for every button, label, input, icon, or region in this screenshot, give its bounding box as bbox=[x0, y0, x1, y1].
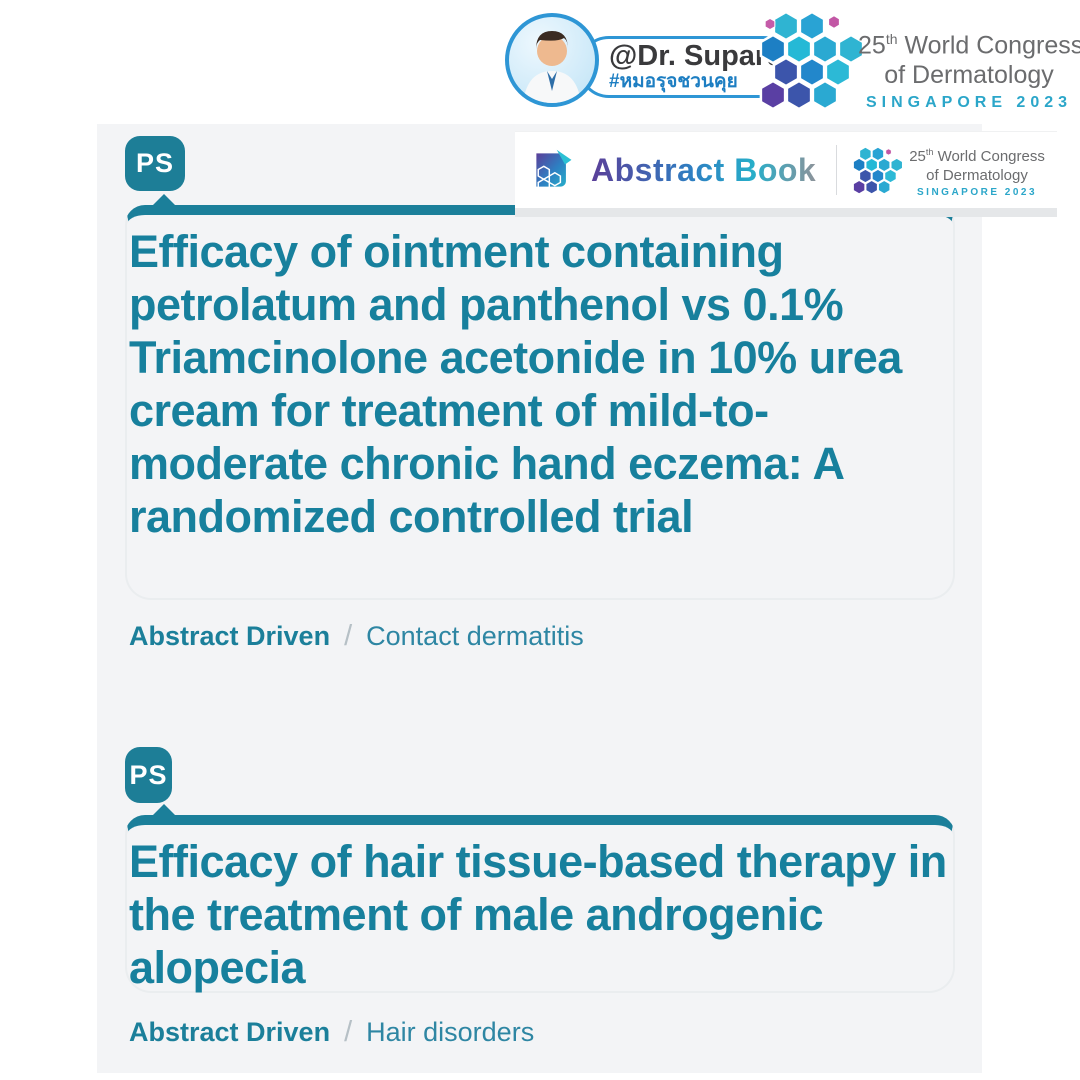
congress-wordmark: 25th World Congress of Dermatology SINGA… bbox=[858, 24, 1080, 112]
banner-congress-ordinal: th bbox=[925, 146, 934, 157]
bubble-notch bbox=[151, 194, 177, 207]
source-label[interactable]: Abstract Driven bbox=[129, 1017, 331, 1047]
doctor-avatar-image bbox=[523, 31, 581, 103]
ps-badge: PS bbox=[125, 136, 185, 191]
congress-hexagon-logo bbox=[752, 10, 865, 114]
hexagon-globe-small-icon bbox=[852, 146, 904, 194]
congress-line2: of Dermatology bbox=[884, 61, 1054, 90]
congress-line1-rest: World Congress bbox=[897, 31, 1080, 60]
hexagon-globe-icon bbox=[759, 10, 865, 111]
banner-congress-wordmark: 25th World Congress of Dermatology SINGA… bbox=[909, 143, 1045, 198]
banner-divider bbox=[836, 145, 838, 195]
card-footer: Abstract Driven / Hair disorders bbox=[129, 1016, 534, 1049]
source-label[interactable]: Abstract Driven bbox=[129, 621, 331, 651]
banner-congress-line1-rest: World Congress bbox=[933, 147, 1045, 165]
abstract-title-link[interactable]: Efficacy of ointment containing petrolat… bbox=[129, 226, 902, 542]
bubble-notch bbox=[151, 804, 177, 817]
doctor-hashtag: #หมอรุจชวนคุย bbox=[609, 71, 738, 92]
category-label[interactable]: Contact dermatitis bbox=[366, 621, 584, 651]
congress-number: 25 bbox=[858, 31, 886, 60]
separator-slash: / bbox=[344, 1016, 353, 1048]
banner-congress-number: 25 bbox=[909, 147, 926, 165]
card-footer: Abstract Driven / Contact dermatitis bbox=[129, 620, 584, 653]
banner-congress-singapore: SINGAPORE 2023 bbox=[917, 186, 1038, 198]
header: @Dr. Suparuj #หมอรุจชวนคุย bbox=[0, 0, 1080, 124]
abstract-card[interactable]: Efficacy of ointment containing petrolat… bbox=[125, 194, 955, 600]
abstract-book-banner: Abstract Book bbox=[515, 132, 1057, 208]
category-label[interactable]: Hair disorders bbox=[366, 1017, 535, 1047]
abstract-book-icon bbox=[536, 149, 572, 194]
abstract-book-title: Abstract Book bbox=[591, 151, 817, 188]
abstract-title-link[interactable]: Efficacy of hair tissue-based therapy in… bbox=[129, 836, 947, 993]
abstract-card[interactable]: Efficacy of hair tissue-based therapy in… bbox=[125, 804, 955, 993]
banner-congress-line1: 25th World Congress bbox=[909, 143, 1045, 166]
ps-badge: PS bbox=[125, 747, 172, 803]
separator-slash: / bbox=[344, 620, 353, 652]
doctor-avatar bbox=[505, 13, 599, 107]
banner-congress-logo: 25th World Congress of Dermatology SINGA… bbox=[849, 143, 1045, 198]
banner-congress-line2: of Dermatology bbox=[926, 166, 1028, 184]
congress-line1: 25th World Congress bbox=[858, 24, 1080, 60]
congress-singapore: SINGAPORE 2023 bbox=[865, 94, 1073, 112]
congress-ordinal: th bbox=[885, 31, 898, 47]
